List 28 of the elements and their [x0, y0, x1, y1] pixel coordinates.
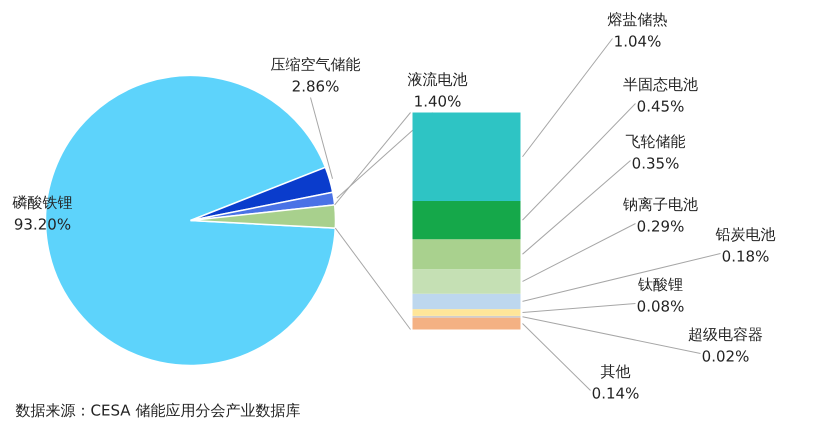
- data-label: 0.45%: [636, 97, 684, 116]
- slice-label: 液流电池: [408, 70, 468, 89]
- data-label: 0.02%: [702, 347, 750, 366]
- bar: [412, 309, 520, 316]
- bar: [412, 294, 520, 310]
- text: 钠离子电池: [622, 196, 698, 214]
- text: 熔盐储热: [608, 10, 668, 29]
- data-label: 1.40%: [414, 92, 462, 110]
- data-label: 0.29%: [636, 217, 684, 236]
- bar: [412, 112, 520, 201]
- data-label: 1.04%: [614, 32, 662, 50]
- data-label: 2.86%: [292, 77, 340, 96]
- text: 超级电容器: [688, 326, 763, 344]
- data-label: 0.08%: [636, 297, 684, 316]
- data-label: 0.14%: [592, 384, 640, 402]
- bar: [412, 201, 520, 240]
- bar: [412, 269, 520, 294]
- text: 半固态电池: [623, 76, 698, 94]
- text: 铅炭电池: [714, 226, 776, 244]
- data-label: 0.18%: [722, 247, 770, 266]
- text: 飞轮储能: [626, 132, 686, 151]
- bar: [412, 239, 520, 270]
- text: 其他: [600, 362, 630, 381]
- data-label: 0.35%: [632, 154, 680, 172]
- slice-label: 压缩空气储能: [270, 56, 360, 74]
- bar: [412, 318, 520, 330]
- text: 钛酸锂: [637, 276, 683, 294]
- source-note: 数据来源：CESA 储能应用分会产业数据库: [16, 402, 300, 420]
